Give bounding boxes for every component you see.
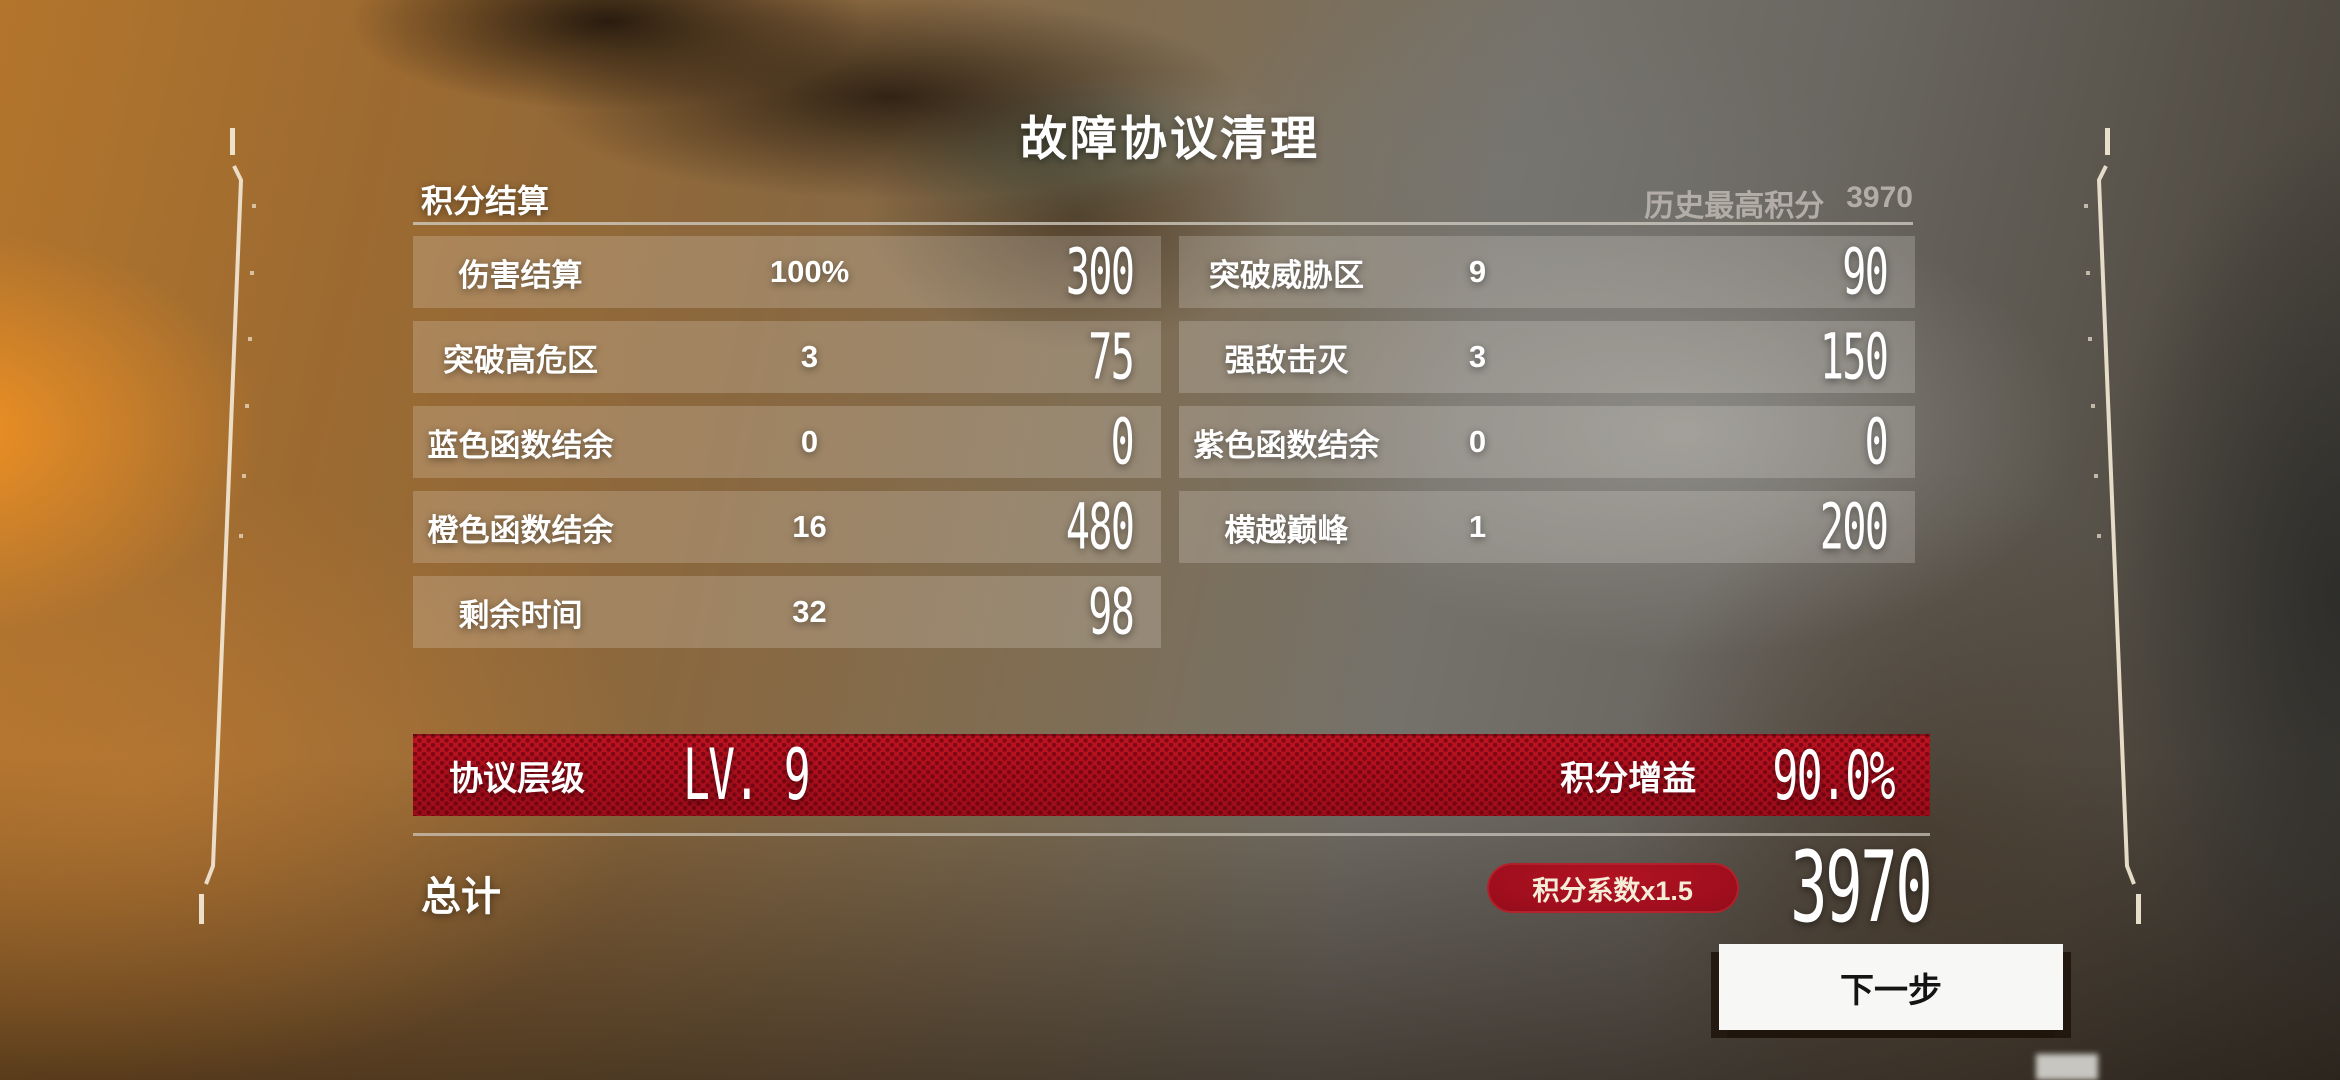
score-row-count: 32 [792,594,827,629]
score-row: 蓝色函数结余 0 0 [413,405,1161,479]
score-row-label: 剩余时间 [458,597,583,633]
score-row-count: 3 [1468,339,1487,374]
score-row-points: 0 [1864,405,1889,479]
best-score-label: 历史最高积分 [1644,190,1825,223]
total-score-value: 3970 [1789,831,1933,945]
score-row-label: 橙色函数结余 [427,512,614,548]
score-row-count: 0 [800,424,819,459]
score-row-count: 9 [1468,254,1487,289]
score-row-label: 蓝色函数结余 [427,427,614,463]
score-row: 紫色函数结余 0 0 [1179,405,1915,479]
next-step-button[interactable]: 下一步 [1719,944,2063,1030]
protocol-level-bar: 协议层级 LV. 9 积分增益 90.0% [413,734,1930,816]
score-row-label: 横越巅峰 [1224,512,1349,548]
protocol-level-value: LV. 9 [683,734,811,816]
score-row-points: 150 [1819,320,1889,394]
score-row-points: 200 [1819,490,1889,564]
score-row-label: 强敌击灭 [1224,342,1349,378]
page-title: 故障协议清理 [1020,112,1320,165]
total-label: 总计 [421,875,501,919]
total-divider [413,833,1930,836]
section-label: 积分结算 [421,183,550,219]
score-row: 伤害结算 100% 300 [413,235,1161,309]
background-light-patch [2036,1054,2098,1080]
score-row: 突破高危区 3 75 [413,320,1161,394]
score-row: 橙色函数结余 16 480 [413,490,1161,564]
score-row-points: 90 [1842,235,1889,309]
score-row-points: 300 [1065,235,1135,309]
score-row-label: 紫色函数结余 [1193,427,1380,463]
score-row: 横越巅峰 1 200 [1179,490,1915,564]
score-row-count: 16 [792,509,827,544]
score-row: 强敌击灭 3 150 [1179,320,1915,394]
score-row-count: 3 [800,339,819,374]
right-bracket-decoration [2084,128,2141,924]
total-group: 积分系数x1.5 3970 [1486,831,1933,945]
left-bracket-decoration [199,128,256,924]
protocol-label: 协议层级 [449,759,585,798]
header-divider [413,222,1913,225]
score-row-label: 突破高危区 [443,342,598,378]
score-table-left: 伤害结算 100% 300 突破高危区 3 75 蓝色函数结余 0 0 橙色函数… [413,0,1161,1080]
score-row: 剩余时间 32 98 [413,575,1161,649]
score-row-label: 伤害结算 [458,257,583,293]
score-multiplier-badge: 积分系数x1.5 [1486,863,1739,913]
score-row-label: 突破威胁区 [1209,257,1364,293]
score-row-count: 100% [769,254,850,289]
score-row-points: 480 [1065,490,1135,564]
score-row: 突破威胁区 9 90 [1179,235,1915,309]
score-row-points: 98 [1088,575,1135,649]
score-row-count: 0 [1468,424,1487,459]
score-row-points: 0 [1110,405,1135,479]
score-row-points: 75 [1088,320,1135,394]
best-score: 历史最高积分 3970 [1644,181,1913,225]
score-bonus-value: 90.0% [1772,735,1896,815]
score-row-count: 1 [1468,509,1487,544]
score-table-right: 突破威胁区 9 90 强敌击灭 3 150 紫色函数结余 0 0 横越巅峰 1 … [1179,0,1915,1080]
best-score-value: 3970 [1846,181,1913,214]
score-bonus-label: 积分增益 [1560,759,1697,798]
